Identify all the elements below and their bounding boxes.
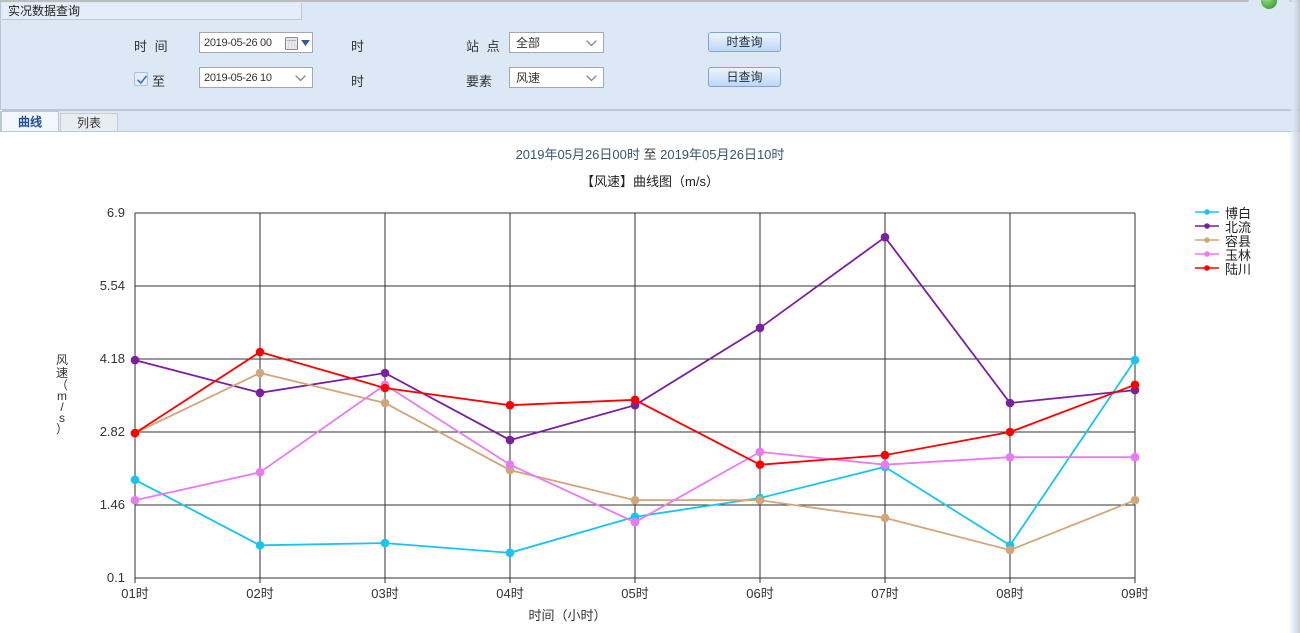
svg-text:4.18: 4.18 bbox=[100, 351, 125, 366]
svg-text:02时: 02时 bbox=[246, 586, 273, 601]
svg-text:6.9: 6.9 bbox=[107, 205, 125, 220]
svg-text:0.1: 0.1 bbox=[107, 570, 125, 585]
svg-text:07时: 07时 bbox=[871, 586, 898, 601]
svg-text:09时: 09时 bbox=[1121, 586, 1148, 601]
svg-text:05时: 05时 bbox=[621, 586, 648, 601]
svg-text:03时: 03时 bbox=[371, 586, 398, 601]
svg-text:06时: 06时 bbox=[746, 586, 773, 601]
svg-text:1.46: 1.46 bbox=[100, 497, 125, 512]
svg-text:2.82: 2.82 bbox=[100, 424, 125, 439]
svg-text:01时: 01时 bbox=[121, 586, 148, 601]
svg-text:08时: 08时 bbox=[996, 586, 1023, 601]
svg-text:5.54: 5.54 bbox=[100, 278, 125, 293]
svg-text:04时: 04时 bbox=[496, 586, 523, 601]
